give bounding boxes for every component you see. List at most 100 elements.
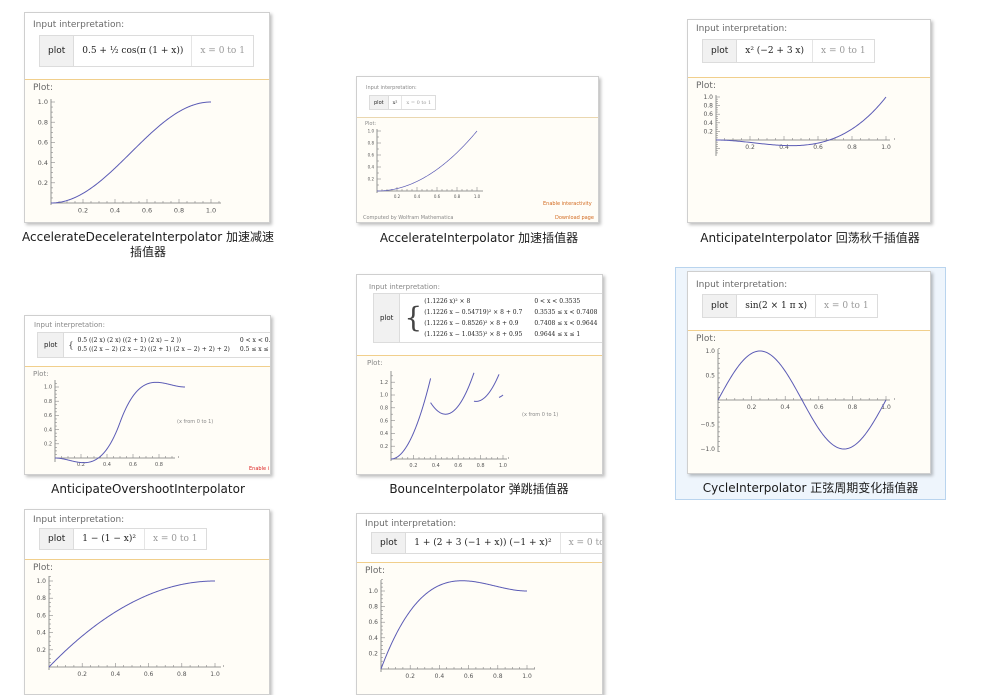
- y-tick-label: 0.2: [703, 128, 713, 135]
- input-interpretation-label: Input interpretation:: [34, 321, 105, 329]
- x-tick-label: 0.6: [142, 207, 152, 215]
- x-tick-label: 0.2: [78, 207, 88, 215]
- y-tick-label: 0.4: [36, 630, 46, 637]
- y-tick-label: 0.4: [368, 635, 378, 642]
- thumbnail-image[interactable]: Input interpretation: plot { 0.5 ((2 x) …: [24, 315, 271, 475]
- thumbnail-image[interactable]: Input interpretation: plot x² x = 0 to 1…: [356, 76, 599, 223]
- thumbnail-tile-accelerate-decelerate[interactable]: Input interpretation: plot 0.5 + ½ cos(π…: [17, 10, 279, 266]
- curve: [119, 381, 185, 423]
- curve: [430, 372, 475, 415]
- x-tick-label: 0.8: [848, 404, 858, 411]
- thumbnail-tile-decelerate[interactable]: Input interpretation: plot 1 − (1 − x)² …: [17, 506, 279, 695]
- plot-section: Plot:: [25, 79, 269, 222]
- input-interpretation-label: Input interpretation:: [366, 85, 417, 91]
- thumbnail-tile-anticipate[interactable]: Input interpretation: plot x² (−2 + 3 x)…: [678, 14, 942, 266]
- x-tick-label: 0.6: [454, 463, 462, 467]
- y-tick-label: 0.6: [703, 111, 713, 118]
- curve: [380, 580, 528, 670]
- plot-keyword: plot: [40, 529, 75, 549]
- piece-3-expr: (1.1226 x − 0.8526)² × 8 + 0.9: [424, 320, 519, 327]
- x-tick-label: 0.6: [129, 462, 137, 468]
- plot-label: Plot:: [33, 563, 53, 573]
- thumbnail-image[interactable]: Input interpretation: plot 1 + (2 + 3 (−…: [356, 513, 603, 695]
- piece-4-cond: 0.9644 ≤ x ≤ 1: [534, 331, 581, 338]
- input-box: plot { 0.5 ((2 x) (2 x) ((2 + 1) (2 x) −…: [37, 332, 271, 358]
- input-interpretation-label: Input interpretation:: [696, 24, 788, 34]
- thumbnail-tile-accelerate[interactable]: Input interpretation: plot x² x = 0 to 1…: [352, 74, 606, 266]
- piece-1-expr: 0.5 ((2 x) (2 x) ((2 + 1) (2 x) − 2 )): [77, 337, 182, 344]
- enable-interactivity-link[interactable]: Enable interactivity: [543, 201, 592, 207]
- file-caption: AnticipateInterpolator 回荡秋千插值器: [700, 231, 920, 245]
- y-tick-label: 0.4: [38, 159, 48, 167]
- thumbnail-tile-cycle[interactable]: Input interpretation: plot sin(2 × 1 π x…: [675, 267, 946, 500]
- x-tick-label: 0.8: [454, 194, 461, 199]
- y-tick-label: 1.0: [703, 94, 713, 101]
- thumbnail-tile-anticipate-overshoot[interactable]: Input interpretation: plot { 0.5 ((2 x) …: [17, 312, 279, 500]
- thumbnail-image[interactable]: Input interpretation: plot sin(2 × 1 π x…: [687, 271, 931, 474]
- curve: [498, 394, 504, 398]
- download-page-link[interactable]: Download page: [555, 215, 594, 221]
- x-tick-label: 0.4: [779, 144, 789, 151]
- piece-2-cond: 0.3535 ≤ x < 0.7408: [534, 309, 598, 316]
- y-tick-label: 0.2: [368, 176, 375, 181]
- piece-1-expr: (1.1226 x)² × 8: [424, 298, 471, 305]
- y-tick-label: 1.0: [36, 578, 46, 585]
- input-box: plot x² x = 0 to 1: [369, 95, 437, 110]
- thumbnail-tile-bounce[interactable]: Input interpretation: plot { (1.1226 x)²…: [352, 272, 606, 500]
- piece-2-cond: 0.5 ≤ x ≤ 1: [239, 346, 271, 353]
- y-tick-label: 0.8: [36, 595, 46, 602]
- plot-graph: 0.2 0.4 0.6 0.8 1.00.20.40.60.81.0: [36, 576, 224, 678]
- plot-graph: 0.2 0.4 0.6 0.8 1.00.20.40.60.81.0: [368, 578, 535, 680]
- plot-label: Plot:: [696, 334, 716, 344]
- piece-1-cond: 0 < x < 0.5: [239, 337, 271, 344]
- x-tick-label: 0.4: [110, 207, 120, 215]
- input-box: plot { (1.1226 x)² × 8 (1.1226 x − 0.5471…: [373, 293, 602, 343]
- thumbnail-image[interactable]: Input interpretation: plot { (1.1226 x)²…: [356, 274, 603, 475]
- y-tick-label: 0.2: [36, 647, 46, 654]
- x-tick-label: 0.8: [847, 144, 857, 151]
- y-tick-label: 0.2: [380, 444, 388, 450]
- piece-2-expr: 0.5 ((2 x − 2) (2 x − 2) ((2 + 1) (2 x −…: [77, 346, 230, 353]
- y-tick-label: 0.8: [368, 604, 378, 611]
- y-tick-label: 1.0: [705, 348, 715, 355]
- y-tick-label: 1.0: [44, 385, 52, 391]
- thumbnail-image[interactable]: Input interpretation: plot x² (−2 + 3 x)…: [687, 19, 931, 223]
- expression: 0.5 + ½ cos(π (1 + x)): [82, 46, 184, 56]
- expression: sin(2 × 1 π x): [745, 301, 807, 311]
- plot-keyword: plot: [40, 36, 75, 66]
- y-tick-label: 0.4: [368, 164, 375, 169]
- x-tick-label: 0.8: [177, 671, 187, 678]
- x-tick-label: 0.8: [493, 673, 503, 680]
- plot-keyword: plot: [372, 533, 407, 553]
- range: x = 0 to 1: [401, 96, 435, 109]
- plot-graph: 0.2 0.4 0.6 0.8 1.00.20.40.60.81.0: [368, 128, 483, 199]
- plot-graph: 0.2 0.4 0.6 0.8 1.00.20.40.60.81.0: [703, 94, 895, 156]
- x-tick-label: 0.2: [409, 463, 417, 467]
- plot-graph: 0.2 0.4 0.6 0.8 1.0 0.2 0.4 0.6 0.8 1.0 1.2: [380, 371, 509, 467]
- x-tick-label: 0.6: [464, 673, 474, 680]
- y-tick-label: 0.6: [380, 418, 388, 424]
- plot-label: Plot:: [367, 359, 383, 367]
- enable-interactivity-link[interactable]: Enable i: [249, 466, 270, 472]
- thumbnail-tile-overshoot[interactable]: Input interpretation: plot 1 + (2 + 3 (−…: [352, 510, 606, 695]
- y-tick-label: 0.2: [38, 179, 48, 187]
- plot-graph: 0.2 0.4 0.6 0.8 1.00.20.40.60.81.0: [38, 98, 221, 215]
- x-tick-label: 0.4: [103, 462, 111, 468]
- x-tick-label: 1.0: [210, 671, 220, 678]
- range-note: (x from 0 to 1): [177, 419, 214, 425]
- range-note: (x from 0 to 1): [522, 412, 559, 418]
- y-tick-label: 0.6: [368, 619, 378, 626]
- plot-section: Plot:: [357, 562, 602, 694]
- y-tick-label: 1.0: [380, 393, 388, 399]
- input-interpretation-label: Input interpretation:: [365, 519, 457, 529]
- x-tick-label: 0.8: [174, 207, 184, 215]
- expression: 1 − (1 − x)²: [82, 534, 136, 544]
- file-caption: CycleInterpolator 正弦周期变化插值器: [702, 481, 919, 495]
- y-tick-label: 0.6: [36, 612, 46, 619]
- y-tick-label: 0.6: [368, 152, 375, 157]
- plot-label: Plot:: [365, 566, 385, 576]
- thumbnail-image[interactable]: Input interpretation: plot 1 − (1 − x)² …: [24, 509, 270, 695]
- plot-label: Plot:: [696, 81, 716, 91]
- y-tick-label: 0.2: [44, 441, 52, 447]
- thumbnail-image[interactable]: Input interpretation: plot 0.5 + ½ cos(π…: [24, 12, 270, 223]
